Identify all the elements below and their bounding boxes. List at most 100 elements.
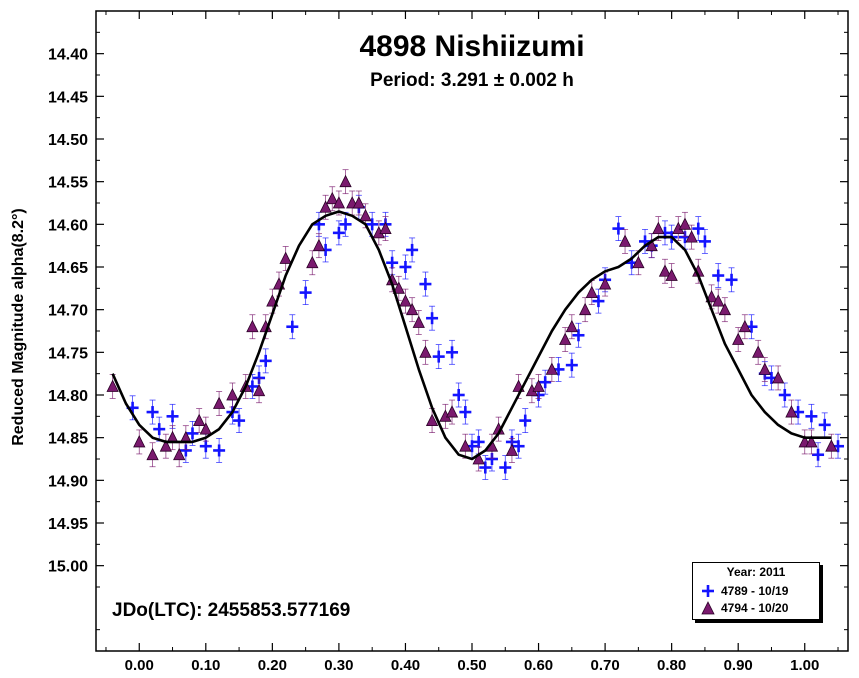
data-point-4794 <box>825 439 838 452</box>
data-point-4789 <box>332 226 345 239</box>
data-point-4789 <box>778 389 791 401</box>
chart-title: 4898 Nishiizumi <box>359 30 585 63</box>
x-tick-label: 0.70 <box>590 657 619 674</box>
data-point-4789 <box>213 444 226 457</box>
data-point-4794 <box>505 443 519 456</box>
plot-frame <box>95 10 849 652</box>
data-point-4789 <box>233 414 246 427</box>
data-point-4794 <box>359 208 372 222</box>
data-point-4789 <box>259 354 272 367</box>
data-point-4789 <box>299 286 312 299</box>
triangle-marker-icon <box>701 601 715 615</box>
data-point-4794 <box>805 435 818 448</box>
x-axis: 0.00 0.10 0.20 0.30 0.40 0.50 0.60 0.70 0.80 0.90… <box>105 11 839 674</box>
y-tick-label: 14.50 <box>48 132 88 149</box>
data-point-4794 <box>632 255 645 269</box>
data-point-4789 <box>612 222 625 235</box>
x-tick-label: 0.10 <box>191 657 220 674</box>
data-point-4794 <box>399 294 412 307</box>
data-point-4794 <box>226 388 239 401</box>
data-point-4789 <box>519 414 532 427</box>
y-axis-label: Reduced Magnitude alpha(8.2°) <box>10 208 27 446</box>
data-point-4794 <box>758 362 771 375</box>
data-point-4794 <box>732 332 745 345</box>
data-point-4789 <box>399 261 412 273</box>
data-point-4794 <box>785 405 798 418</box>
data-point-4794 <box>425 413 439 427</box>
data-point-4794 <box>771 371 785 384</box>
data-point-4794 <box>332 196 346 209</box>
data-point-4794 <box>658 264 672 277</box>
x-tick-label: 0.00 <box>125 657 154 674</box>
x-tick-label: 0.80 <box>657 657 686 674</box>
legend-entry-4794: 4794 - 10/20 <box>701 600 788 616</box>
data-point-4789 <box>698 235 711 248</box>
x-tick-label: 0.30 <box>324 657 353 674</box>
data-point-4794 <box>379 221 392 235</box>
data-point-4789 <box>446 346 459 359</box>
data-point-4794 <box>212 396 226 409</box>
data-point-4789 <box>419 278 432 291</box>
plus-marker-icon <box>702 585 714 597</box>
data-point-4789 <box>432 350 445 363</box>
data-point-4789 <box>153 423 166 436</box>
legend: Year: 2011 4789 - 10/19 4794 - 10/20 <box>692 562 820 620</box>
data-point-4789 <box>499 461 512 474</box>
data-point-4794 <box>459 439 472 452</box>
data-point-4794 <box>133 435 146 448</box>
data-point-4789 <box>199 440 212 453</box>
data-point-4794 <box>598 277 612 290</box>
data-point-4789 <box>452 389 465 401</box>
data-point-4794 <box>193 413 206 427</box>
data-point-4794 <box>585 285 598 299</box>
data-point-4789 <box>512 440 525 453</box>
data-point-4794 <box>326 191 339 205</box>
data-point-4794 <box>339 174 352 188</box>
data-point-4794 <box>312 238 326 252</box>
data-point-4794 <box>412 315 425 328</box>
y-tick-label: 14.40 <box>48 47 88 64</box>
fit-curve-layer <box>111 210 832 461</box>
data-point-4794 <box>565 319 578 333</box>
data-point-4794 <box>392 281 405 294</box>
data-point-4794 <box>618 234 632 247</box>
data-point-4789 <box>286 320 299 333</box>
y-axis: 14.40 14.45 14.50 14.55 14.60 14.65 14.70 14.75… <box>48 31 848 631</box>
data-point-4794 <box>532 379 545 392</box>
data-point-4794 <box>665 268 678 281</box>
x-tick-label: 0.40 <box>391 657 420 674</box>
y-tick-label: 14.65 <box>48 260 88 277</box>
data-point-4794 <box>445 405 459 418</box>
data-point-4794 <box>279 251 292 264</box>
data-point-4789 <box>539 376 552 389</box>
data-point-4794 <box>106 379 119 392</box>
data-point-4794 <box>352 196 366 209</box>
data-point-4789 <box>725 273 738 286</box>
data-point-4789 <box>386 256 399 269</box>
data-point-4789 <box>592 295 605 308</box>
data-point-4789 <box>146 406 159 419</box>
data-point-4794 <box>545 362 559 375</box>
data-point-4794 <box>738 319 751 333</box>
y-tick-label: 14.60 <box>48 217 88 234</box>
data-point-4794 <box>159 439 173 452</box>
data-point-4794 <box>306 255 319 269</box>
data-point-4789 <box>459 406 472 419</box>
data-point-4789 <box>406 243 419 256</box>
x-tick-label: 0.60 <box>524 657 553 674</box>
y-tick-label: 14.85 <box>48 431 88 448</box>
fit-curve <box>111 210 832 461</box>
data-point-4789 <box>572 329 585 342</box>
data-point-4794 <box>559 332 572 345</box>
x-tick-label: 0.20 <box>258 657 287 674</box>
legend-label-4789: 4789 - 10/19 <box>721 584 789 598</box>
data-point-4789 <box>479 461 492 474</box>
legend-title: Year: 2011 <box>726 565 786 579</box>
data-point-4794 <box>199 422 212 435</box>
data-point-4794 <box>718 302 732 316</box>
data-point-4794 <box>146 447 159 461</box>
y-tick-label: 14.55 <box>48 175 88 192</box>
x-tick-label: 0.50 <box>457 657 486 674</box>
data-point-4794 <box>685 230 698 243</box>
series-layer <box>106 169 845 480</box>
